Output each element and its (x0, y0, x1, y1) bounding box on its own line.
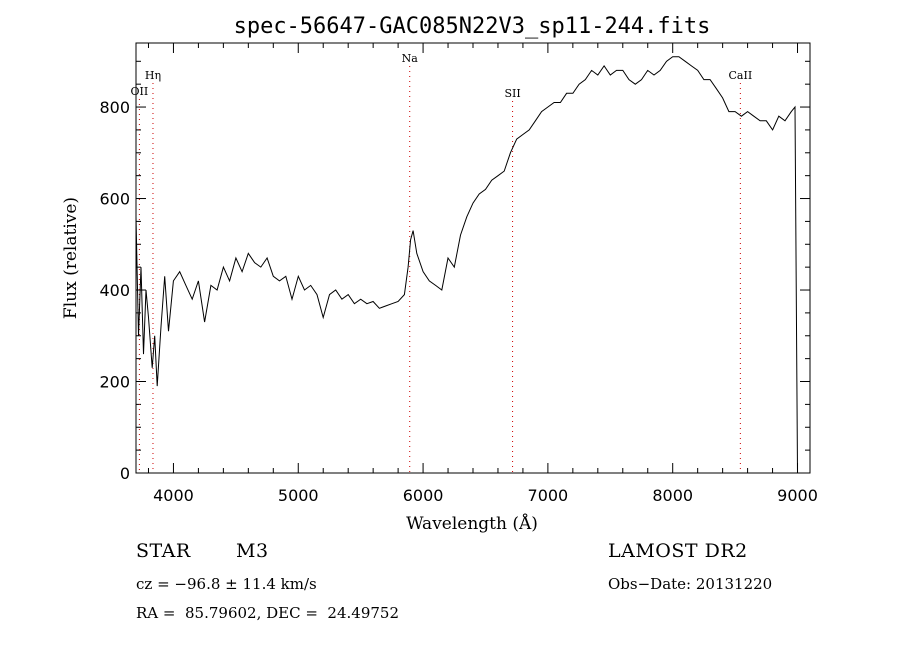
object-subclass: M3 (236, 540, 269, 562)
x-tick-label: 8000 (652, 486, 693, 505)
line-marker-label: CaII (729, 69, 753, 82)
y-tick-label: 0 (120, 464, 130, 483)
object-class: STAR (136, 540, 191, 562)
x-tick-label: 7000 (528, 486, 569, 505)
x-axis-label: Wavelength (Å) (406, 513, 538, 534)
coordinates: RA = 85.79602, DEC = 24.49752 (136, 604, 400, 622)
line-marker-label: Hη (145, 69, 161, 82)
axis-ticks: 4000 5000 6000 7000 8000 9000 0 200 400 600 800 (99, 43, 818, 505)
y-tick-label: 200 (99, 373, 130, 392)
y-tick-label: 400 (99, 281, 130, 300)
line-markers: OII Hη Na SII CaII (131, 52, 753, 473)
line-marker-label: OII (131, 85, 149, 98)
survey-name: LAMOST DR2 (608, 540, 748, 562)
chart-title: spec-56647-GAC085N22V3_sp11-244.fits (234, 14, 711, 39)
spectrum-line (135, 56, 798, 474)
plot-frame (135, 42, 811, 474)
line-marker-label: SII (504, 87, 520, 100)
x-tick-label: 6000 (403, 486, 444, 505)
line-marker-label: Na (402, 52, 419, 65)
y-tick-label: 800 (99, 98, 130, 117)
x-tick-label: 5000 (278, 486, 319, 505)
x-tick-label: 4000 (153, 486, 194, 505)
redshift-cz: cz = −96.8 ± 11.4 km/s (136, 575, 317, 593)
x-tick-label: 9000 (777, 486, 818, 505)
y-axis-label: Flux (relative) (61, 197, 81, 319)
y-tick-label: 600 (99, 190, 130, 209)
obs-date: Obs−Date: 20131220 (608, 575, 773, 593)
